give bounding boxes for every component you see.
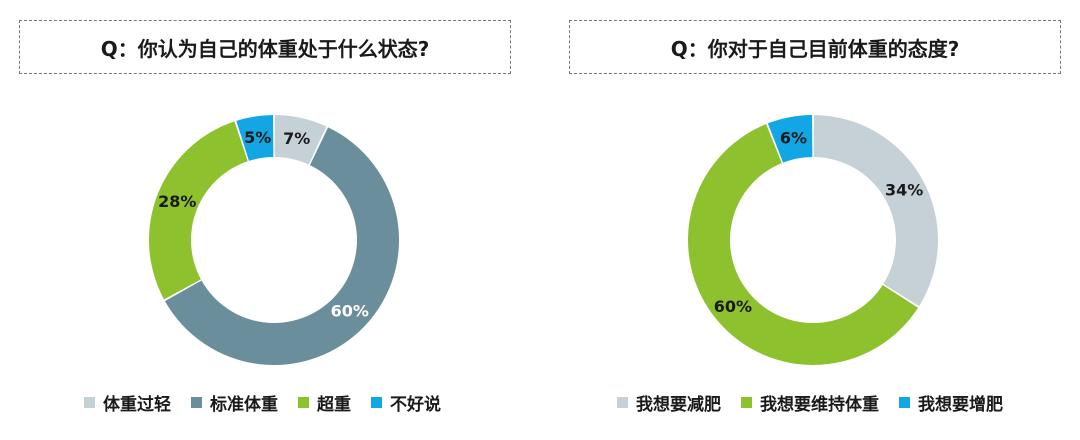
donut-slice	[164, 127, 400, 366]
donut-slice	[688, 124, 919, 365]
legend-label: 标准体重	[210, 394, 278, 415]
slice-value-label: 34%	[885, 180, 923, 199]
legend-item: 我想要增肥	[899, 390, 1003, 415]
donut-slice	[274, 115, 327, 165]
legend-label: 不好说	[390, 394, 441, 415]
legend-item: 标准体重	[191, 390, 278, 415]
chart-panel-weight-attitude: Q：你对于自己目前体重的态度? 34% 60% 6% 我想要减肥 我想要维持体重 我想要…	[540, 0, 1080, 440]
legend-swatch	[371, 396, 382, 408]
chart-panel-weight-status: Q：你认为自己的体重处于什么状态? 7% 60% 28% 5% 体重过轻 标准体重 超重 不…	[19, 20, 511, 417]
donut-slice	[767, 115, 813, 163]
legend-item: 超重	[298, 390, 351, 415]
legend-item: 不好说	[371, 390, 441, 415]
donut-slice	[236, 115, 274, 161]
chart-legend: 体重过轻 标准体重 超重 不好说	[84, 387, 441, 417]
slice-value-label: 6%	[780, 128, 807, 147]
slice-value-label: 5%	[244, 128, 271, 147]
legend-label: 我想要增肥	[918, 394, 1003, 415]
question-title: Q：你认为自己的体重处于什么状态?	[19, 20, 511, 74]
legend-swatch	[298, 396, 309, 408]
chart-legend: 我想要减肥 我想要维持体重 我想要增肥	[617, 387, 1003, 417]
legend-swatch	[191, 396, 202, 408]
legend-item: 我想要维持体重	[741, 390, 879, 415]
donut-slice	[148, 121, 248, 300]
donut-chart: 7% 60% 28% 5%	[148, 115, 400, 366]
legend-item: 我想要减肥	[617, 390, 721, 415]
legend-label: 我想要减肥	[636, 394, 721, 415]
legend-swatch	[84, 396, 95, 408]
legend-label: 体重过轻	[103, 394, 171, 415]
slice-value-label: 7%	[283, 129, 310, 148]
legend-swatch	[741, 396, 752, 408]
legend-label: 超重	[317, 394, 351, 415]
slice-value-label: 60%	[714, 297, 752, 316]
legend-swatch	[617, 396, 628, 408]
question-title: Q：你对于自己目前体重的态度?	[569, 20, 1061, 74]
donut-chart: 34% 60% 6%	[688, 115, 939, 365]
legend-item: 体重过轻	[84, 390, 171, 415]
legend-swatch	[899, 396, 910, 408]
slice-value-label: 28%	[158, 192, 196, 211]
slice-value-label: 60%	[331, 302, 369, 321]
donut-slice	[813, 115, 939, 307]
legend-label: 我想要维持体重	[760, 394, 879, 415]
